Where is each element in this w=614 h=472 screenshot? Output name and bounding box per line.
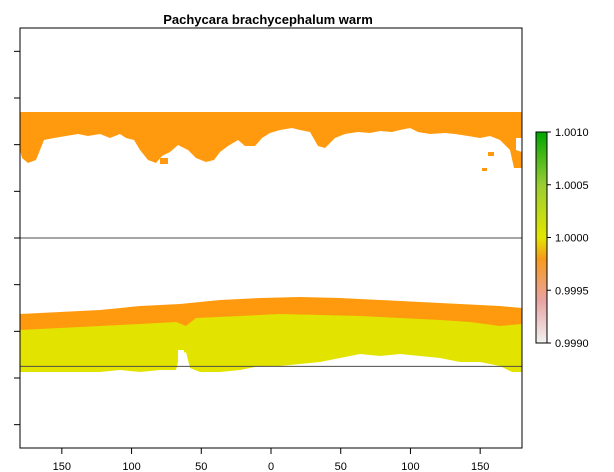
legend-ticks: 1.0010 1.0005 1.0000 0.9995 0.9990	[547, 127, 589, 350]
range-fragment	[482, 168, 487, 171]
x-tick-label: 150	[471, 461, 489, 472]
legend-color-bar	[535, 131, 548, 344]
legend-tick-label: 1.0000	[555, 233, 589, 245]
x-tick-label: 150	[53, 461, 71, 472]
x-axis: 150 100 50 0 50 100 150	[53, 448, 489, 472]
legend-tick-label: 1.0010	[555, 127, 589, 139]
x-tick-label: 50	[195, 461, 207, 472]
range-gap	[178, 350, 184, 362]
legend-tick-label: 0.9990	[555, 338, 589, 350]
color-legend: 1.0010 1.0005 1.0000 0.9995 0.9990	[535, 127, 589, 350]
x-tick-label: 50	[335, 461, 347, 472]
x-tick-label: 100	[401, 461, 419, 472]
northern-range-band	[20, 112, 522, 168]
legend-tick-label: 1.0005	[555, 180, 589, 192]
legend-tick-label: 0.9995	[555, 285, 589, 297]
plot-title: Pachycara brachycephalum warm	[163, 12, 373, 27]
x-tick-label: 0	[268, 461, 274, 472]
x-tick-label: 100	[122, 461, 140, 472]
range-fragment	[488, 152, 494, 156]
reference-lines	[20, 237, 522, 367]
y-axis	[14, 50, 20, 426]
range-fragment	[160, 158, 168, 164]
southern-range-band-yellow	[20, 314, 522, 372]
map-area	[20, 112, 522, 372]
